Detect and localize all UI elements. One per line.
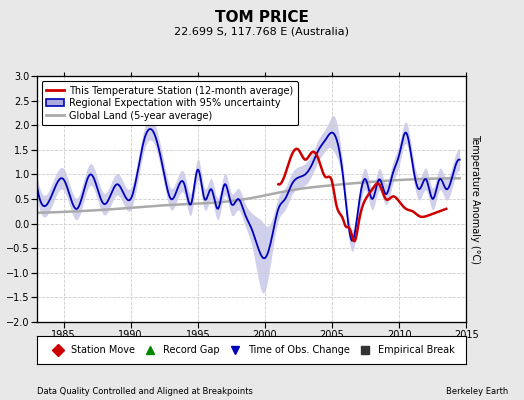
Legend: This Temperature Station (12-month average), Regional Expectation with 95% uncer: This Temperature Station (12-month avera…: [41, 81, 298, 126]
Legend: Station Move, Record Gap, Time of Obs. Change, Empirical Break: Station Move, Record Gap, Time of Obs. C…: [47, 343, 456, 357]
Text: Data Quality Controlled and Aligned at Breakpoints: Data Quality Controlled and Aligned at B…: [37, 387, 253, 396]
Text: 22.699 S, 117.768 E (Australia): 22.699 S, 117.768 E (Australia): [174, 26, 350, 36]
Text: TOM PRICE: TOM PRICE: [215, 10, 309, 25]
Y-axis label: Temperature Anomaly (°C): Temperature Anomaly (°C): [471, 134, 481, 264]
Text: Berkeley Earth: Berkeley Earth: [446, 387, 508, 396]
